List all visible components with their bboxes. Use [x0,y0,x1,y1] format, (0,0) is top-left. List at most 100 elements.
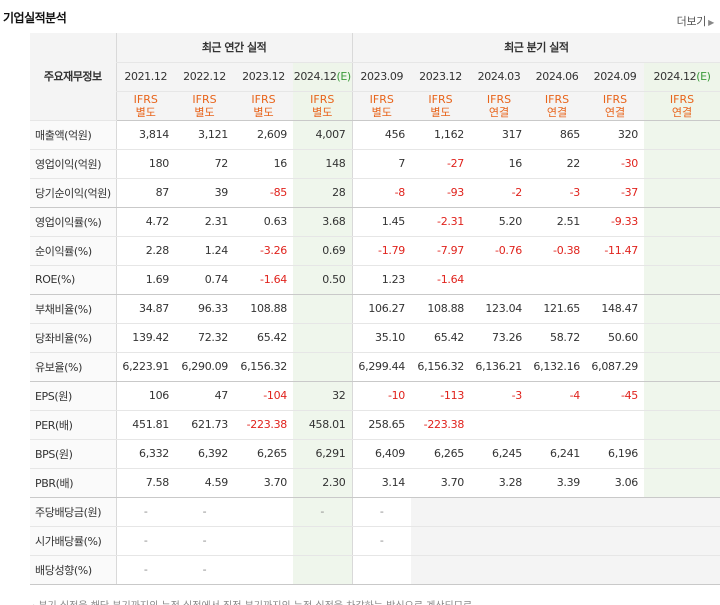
table-cell [293,555,353,585]
table-cell [528,497,587,527]
ifrs-header: IFRS 별도 [351,91,412,121]
table-cell: 1.24 [175,236,234,266]
table-row: 주당배당금(원) - - - - [30,497,720,527]
table-cell [293,323,353,353]
table-cell: 73.26 [470,323,529,353]
table-cell: 106 [115,381,175,411]
ifrs-standard-label: IFRS [669,92,695,106]
table-cell: 2.30 [293,468,353,498]
table-cell: 7 [351,149,412,179]
table-cell: - [115,555,175,585]
period-header-row: 2021.12 2022.12 2023.12 2024.12(E) 2023.09 20… [30,62,720,92]
table-cell [644,236,720,266]
row-label: 당좌비율(%) [30,323,116,353]
ifrs-scope-label: 연결 [546,105,568,119]
table-cell [644,323,720,353]
table-cell: 32 [293,381,353,411]
table-cell: 6,409 [351,439,412,469]
table-cell: 621.73 [175,410,234,440]
table-cell [411,526,471,556]
ifrs-standard-label: IFRS [133,92,158,106]
row-label: 유보율(%) [30,352,116,382]
period-label: 2023.12 [242,70,285,83]
row-label: 당기순이익(억원) [30,178,116,208]
table-cell: 16 [234,149,293,179]
table-cell: 451.81 [115,410,175,440]
table-cell [234,497,293,527]
table-cell: 34.87 [115,294,175,324]
table-cell [234,555,293,585]
table-cell: -1.64 [411,265,471,295]
table-cell [586,555,645,585]
table-cell [293,526,353,556]
table-cell: -223.38 [411,410,471,440]
annual-group-header: 최근 연간 실적 [115,33,353,63]
ifrs-standard-label: IFRS [251,92,276,106]
table-row: ROE(%) 1.69 0.74 -1.64 0.50 1.23 -1.64 [30,265,720,295]
table-cell: -1.79 [351,236,412,266]
table-cell: 35.10 [351,323,412,353]
table-cell [644,381,720,411]
row-label: 배당성향(%) [30,555,116,585]
ifrs-standard-label: IFRS [369,92,394,106]
ifrs-scope-label: 별도 [371,105,392,119]
table-cell: 39 [175,178,234,208]
ifrs-header: IFRS 별도 [293,91,353,121]
table-cell: 28 [293,178,353,208]
table-cell: 3.06 [586,468,645,498]
table-cell [351,555,412,585]
table-cell: 6,156.32 [234,352,293,382]
table-cell [586,265,645,295]
table-cell: 58.72 [528,323,587,353]
estimate-mark: (E) [696,70,711,83]
period-label: 2024.03 [477,70,521,83]
row-label: EPS(원) [30,381,116,411]
period-header: 2024.09 [586,62,645,92]
table-cell: -2.31 [411,207,471,237]
ifrs-header: IFRS 별도 [234,91,293,121]
table-cell [644,265,720,295]
ifrs-header: IFRS 연결 [528,91,587,121]
table-cell: 16 [470,149,529,179]
table-cell: -3 [528,178,587,208]
table-cell: 865 [528,120,587,150]
period-header: 2024.06 [528,62,587,92]
table-cell: 6,087.29 [586,352,645,382]
table-cell: 2.51 [528,207,587,237]
table-cell [644,352,720,382]
ifrs-header: IFRS 연결 [470,91,529,121]
table-row: 부채비율(%) 34.87 96.33 108.88 106.27 108.88 123.0… [30,294,720,324]
table-cell: -93 [411,178,471,208]
table-cell: -3 [470,381,529,411]
ifrs-standard-label: IFRS [310,92,335,106]
table-cell: - [175,497,234,527]
more-link[interactable]: 더보기 ▶ [677,13,715,29]
period-header: 2024.12(E) [293,62,353,92]
table-cell: - [115,497,175,527]
table-cell: 2,609 [234,120,293,150]
table-cell: 0.50 [293,265,353,295]
ifrs-standard-label: IFRS [602,92,628,106]
table-cell: 6,299.44 [351,352,412,382]
table-cell: 6,136.21 [470,352,529,382]
ifrs-header-row: IFRS 별도 IFRS 별도 IFRS 별도 IFRS 별도 IFRS 별도 IFRS 별도 IFRS… [30,91,720,121]
table-cell: 3.70 [234,468,293,498]
ifrs-header: IFRS 별도 [175,91,234,121]
table-cell: 6,245 [470,439,529,469]
ifrs-standard-label: IFRS [486,92,512,106]
table-cell [586,410,645,440]
table-cell: 6,223.91 [115,352,175,382]
table-row: 영업이익(억원) 180 72 16 148 7 -27 16 22 -30 [30,149,720,179]
row-label: 주당배당금(원) [30,497,116,527]
table-cell [411,497,471,527]
table-cell: - [351,497,412,527]
ifrs-scope-label: 연결 [671,105,693,119]
table-cell: 6,241 [528,439,587,469]
ifrs-scope-label: 별도 [253,105,274,119]
table-cell [470,497,529,527]
period-header: 2023.12 [234,62,293,92]
table-body: 매출액(억원) 3,814 3,121 2,609 4,007 456 1,162 317 86… [30,120,720,585]
period-label: 2021.12 [124,70,168,83]
table-cell: 6,290.09 [175,352,234,382]
table-cell: -11.47 [586,236,645,266]
